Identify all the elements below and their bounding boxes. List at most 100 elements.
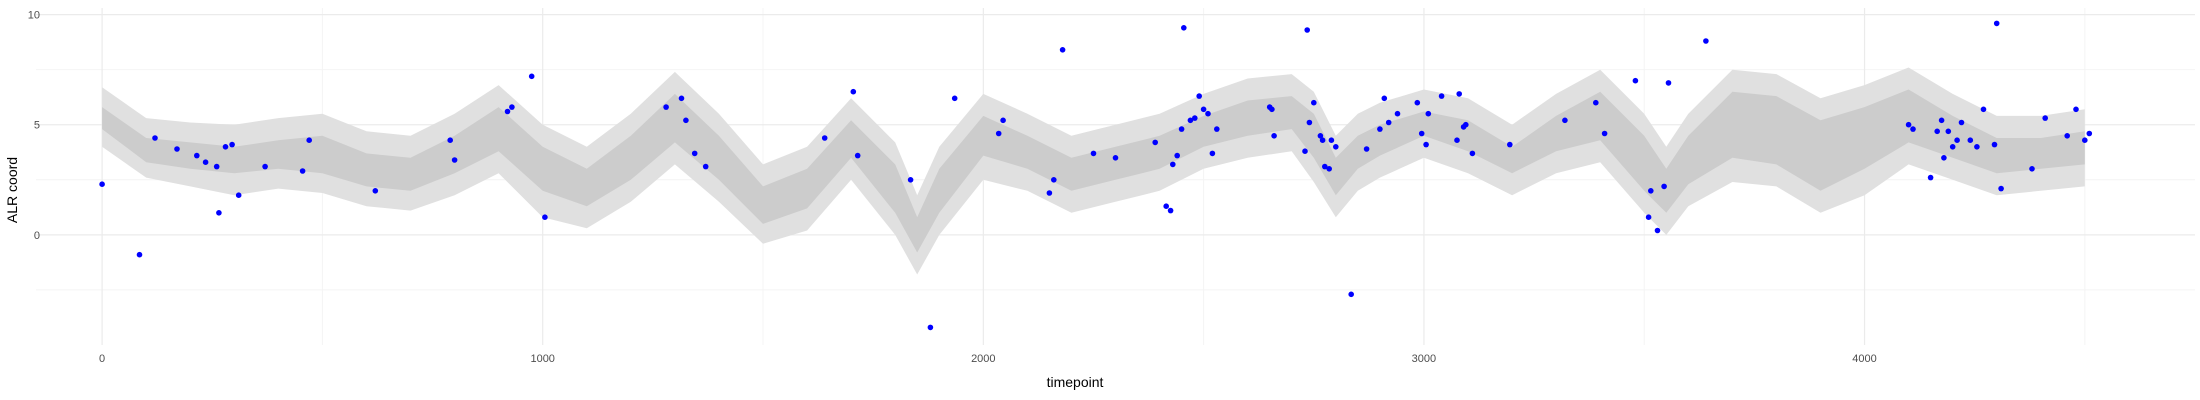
data-point (1051, 177, 1057, 183)
data-point (2064, 133, 2070, 139)
data-point (1059, 47, 1066, 53)
data-point (1938, 117, 1945, 124)
y-tick-labels: 0 5 10 (28, 10, 40, 242)
data-point (1414, 99, 1421, 106)
data-point (1645, 214, 1652, 220)
data-point (152, 135, 158, 141)
data-point (1394, 110, 1401, 117)
data-point (451, 157, 458, 163)
data-point (850, 88, 857, 95)
points-layer (99, 20, 2093, 331)
data-point (1328, 137, 1335, 143)
data-point (1425, 110, 1432, 117)
data-point (202, 159, 209, 165)
data-point (1463, 121, 1469, 128)
data-point (1302, 148, 1308, 154)
x-tick-label: 3000 (1412, 353, 1436, 365)
data-point (1418, 130, 1425, 137)
data-point (1319, 137, 1326, 143)
data-point (678, 95, 685, 102)
data-point (262, 163, 268, 170)
data-point (1945, 128, 1952, 135)
data-point (1967, 137, 1974, 143)
data-point (1317, 133, 1324, 139)
data-point (229, 141, 235, 148)
data-point (1632, 77, 1639, 84)
data-point (1438, 93, 1445, 99)
data-point (1209, 150, 1216, 157)
data-point (1187, 117, 1194, 124)
data-point (1654, 227, 1661, 234)
data-point (1000, 117, 1006, 124)
data-point (1648, 188, 1654, 194)
data-point (1304, 27, 1310, 33)
data-point (447, 137, 454, 143)
data-point (1196, 93, 1202, 99)
data-point (1306, 119, 1313, 126)
data-point (1454, 137, 1460, 143)
data-point (504, 108, 511, 115)
data-point (1980, 106, 1987, 113)
x-axis-title: timepoint (1047, 374, 1104, 390)
data-point (1112, 155, 1119, 161)
data-point (1174, 152, 1180, 159)
data-point (235, 192, 242, 198)
data-point (509, 104, 515, 110)
data-point (1934, 128, 1940, 135)
data-point (1152, 139, 1158, 146)
y-tick-label: 0 (34, 230, 40, 242)
data-point (1469, 150, 1476, 157)
data-point (542, 214, 548, 220)
data-point (1998, 185, 2004, 192)
data-point (1958, 119, 1965, 126)
data-point (174, 146, 180, 152)
data-point (663, 104, 669, 110)
data-point (1046, 190, 1053, 196)
x-tick-label: 2000 (971, 353, 995, 365)
data-point (1665, 80, 1672, 86)
data-point (1941, 155, 1947, 161)
y-axis-title: ALR coord (4, 157, 20, 223)
data-point (854, 152, 861, 159)
y-tick-label: 5 (34, 120, 40, 132)
x-tick-label: 1000 (530, 353, 554, 365)
data-point (1703, 38, 1709, 44)
data-point (691, 150, 698, 157)
data-point (1601, 130, 1608, 137)
data-point (1661, 183, 1667, 190)
data-point (951, 95, 958, 102)
data-point (1456, 91, 1462, 97)
data-point (1214, 126, 1220, 132)
data-point (1311, 99, 1317, 106)
data-point (1167, 207, 1174, 214)
data-point (1163, 203, 1169, 209)
data-point (1927, 174, 1934, 181)
data-point (1181, 25, 1187, 31)
y-tick-label: 10 (28, 10, 40, 22)
data-point (1090, 150, 1097, 157)
data-point (1562, 117, 1568, 124)
data-point (927, 324, 934, 331)
data-point (306, 137, 313, 143)
x-tick-label: 4000 (1852, 353, 1876, 365)
data-point (1910, 126, 1916, 132)
data-point (1348, 291, 1354, 298)
data-point (1507, 141, 1513, 148)
data-point (2042, 115, 2048, 121)
data-point (2086, 130, 2093, 137)
data-point (1178, 126, 1185, 132)
data-point (1593, 99, 1599, 106)
data-point (1377, 126, 1383, 132)
data-point (683, 117, 689, 124)
data-point (194, 152, 200, 159)
data-point (2073, 106, 2079, 113)
data-point (136, 251, 143, 258)
data-point (1269, 106, 1275, 113)
data-point (1322, 163, 1328, 170)
data-point (1423, 141, 1429, 148)
data-point (222, 144, 229, 150)
data-point (1381, 95, 1388, 102)
data-point (1333, 144, 1339, 150)
data-point (1205, 110, 1211, 117)
